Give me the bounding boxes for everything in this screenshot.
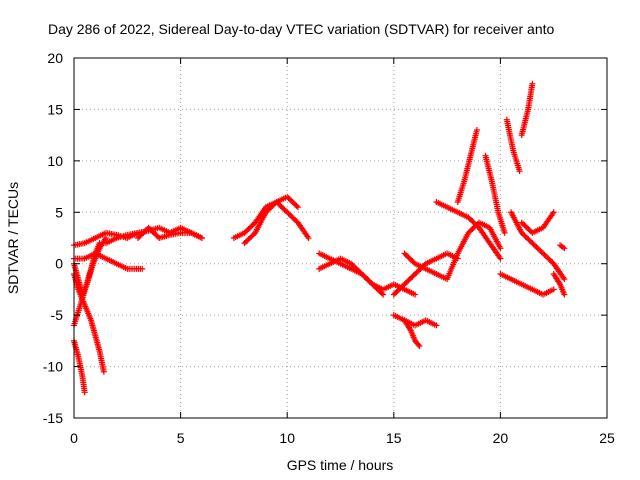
data-point	[497, 245, 504, 252]
data-point	[81, 389, 88, 396]
data-point	[561, 245, 568, 252]
data-point	[421, 262, 428, 268]
series-track-10	[241, 199, 312, 247]
series-track-9	[230, 193, 301, 241]
y-tick-label: -10	[43, 359, 63, 375]
series-track-8	[134, 224, 205, 241]
data-point	[550, 209, 557, 216]
series-track-25	[550, 271, 568, 298]
series-track-14	[401, 317, 423, 349]
data-point	[305, 235, 312, 241]
data-point	[454, 255, 461, 262]
series-track-22	[497, 271, 557, 298]
data-point	[416, 343, 423, 349]
data-point	[410, 259, 417, 266]
data-point	[100, 368, 107, 375]
tick-labels: 0 5 10 15 20 25 -15 -10 -5 0 5 10 15 20	[43, 50, 615, 446]
data-point	[415, 341, 422, 348]
data-point	[529, 80, 536, 87]
series-track-15	[401, 219, 504, 283]
chart-title: Day 286 of 2022, Sidereal Day-to-day VTE…	[48, 21, 555, 37]
y-tick-label: 20	[47, 50, 63, 66]
series-track-17	[433, 199, 504, 262]
x-tick-label: 20	[493, 430, 509, 446]
series-track-6	[71, 240, 103, 298]
data-point	[497, 255, 504, 262]
y-tick-label: 0	[55, 256, 63, 272]
x-tick-label: 10	[279, 430, 295, 446]
series-track-21	[518, 80, 536, 139]
data-point	[561, 291, 568, 298]
x-tick-label: 5	[177, 430, 185, 446]
data-point	[139, 265, 146, 272]
y-tick-label: -15	[43, 410, 63, 426]
series-track-12	[316, 255, 387, 298]
y-axis-label: SDTVAR / TECUs	[5, 182, 21, 294]
data-point	[198, 235, 205, 241]
y-tick-label: 15	[47, 101, 63, 117]
series-track-16	[390, 250, 461, 298]
data-point	[293, 202, 300, 209]
y-tick-label: -5	[51, 307, 64, 323]
data-point	[433, 322, 440, 329]
series-track-26	[557, 242, 568, 252]
series-track-18	[454, 127, 480, 205]
series-track-24	[518, 209, 557, 236]
series-track-20	[503, 116, 523, 175]
x-axis-label: GPS time / hours	[287, 457, 394, 473]
data-point	[102, 235, 109, 241]
plot-frame	[73, 57, 608, 419]
x-tick-label: 25	[599, 430, 615, 446]
y-tick-label: 10	[47, 153, 63, 169]
data-point	[96, 240, 103, 247]
data-point	[250, 231, 257, 238]
grid	[74, 58, 607, 418]
x-tick-label: 15	[386, 430, 402, 446]
data-point	[561, 276, 568, 283]
data-point	[516, 168, 523, 175]
data-point	[412, 291, 419, 298]
data-point	[473, 127, 480, 133]
series-track-19	[482, 152, 508, 236]
data-point	[550, 286, 557, 293]
data-point	[380, 291, 387, 298]
data-point	[378, 290, 385, 297]
y-tick-label: 5	[55, 204, 63, 220]
series-track-23	[508, 209, 568, 283]
x-tick-label: 0	[70, 430, 78, 446]
data-points	[71, 80, 568, 396]
data-point	[294, 204, 301, 211]
data-point	[501, 229, 508, 236]
axis-ticks	[73, 57, 608, 419]
